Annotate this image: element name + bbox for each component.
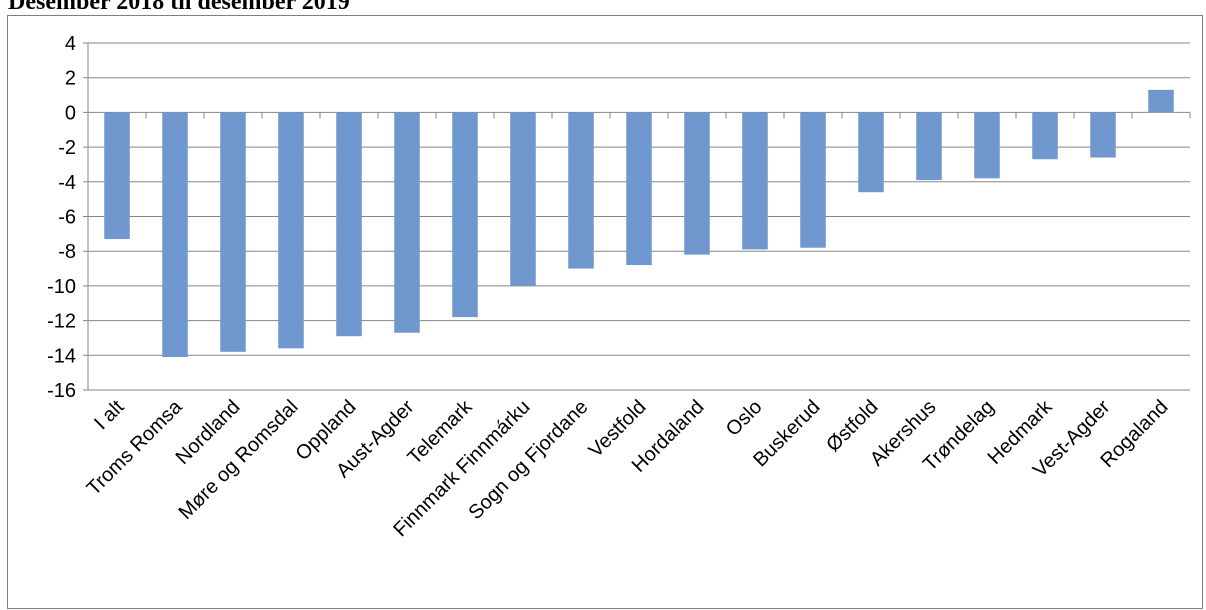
bar <box>104 112 130 240</box>
y-tick-label: 4 <box>65 33 76 55</box>
bar <box>858 112 884 193</box>
bar <box>394 112 420 333</box>
y-tick-label: -8 <box>58 241 76 263</box>
y-tick-label: -6 <box>58 207 76 229</box>
axes <box>83 42 1191 391</box>
x-category-label: Oslo <box>722 396 767 441</box>
bar <box>452 112 478 318</box>
y-tick-label: 0 <box>65 102 76 124</box>
y-tick-label: -4 <box>58 172 76 194</box>
bar <box>568 112 594 269</box>
bar <box>278 112 304 349</box>
y-tick-label: 2 <box>65 68 76 90</box>
y-tick-label: -2 <box>58 137 76 159</box>
chart-frame <box>7 15 1203 609</box>
bar <box>742 112 768 250</box>
bar <box>1090 112 1116 158</box>
bar <box>162 112 188 358</box>
bar <box>1148 89 1174 113</box>
bar <box>974 112 1000 179</box>
bar <box>220 112 246 352</box>
x-category-label: I alt <box>90 396 129 435</box>
bar <box>916 112 942 181</box>
bar <box>626 112 652 266</box>
bar <box>336 112 362 337</box>
y-tick-label: -14 <box>47 345 76 367</box>
bar <box>1032 112 1058 160</box>
bar <box>510 112 536 286</box>
chart-heading: Desember 2018 til desember 2019 <box>8 0 350 15</box>
y-tick-label: -12 <box>47 311 76 333</box>
y-tick-label: -10 <box>47 276 76 298</box>
bars <box>104 89 1174 358</box>
bar <box>800 112 826 248</box>
bar <box>684 112 710 255</box>
y-tick-label: -16 <box>47 380 76 402</box>
